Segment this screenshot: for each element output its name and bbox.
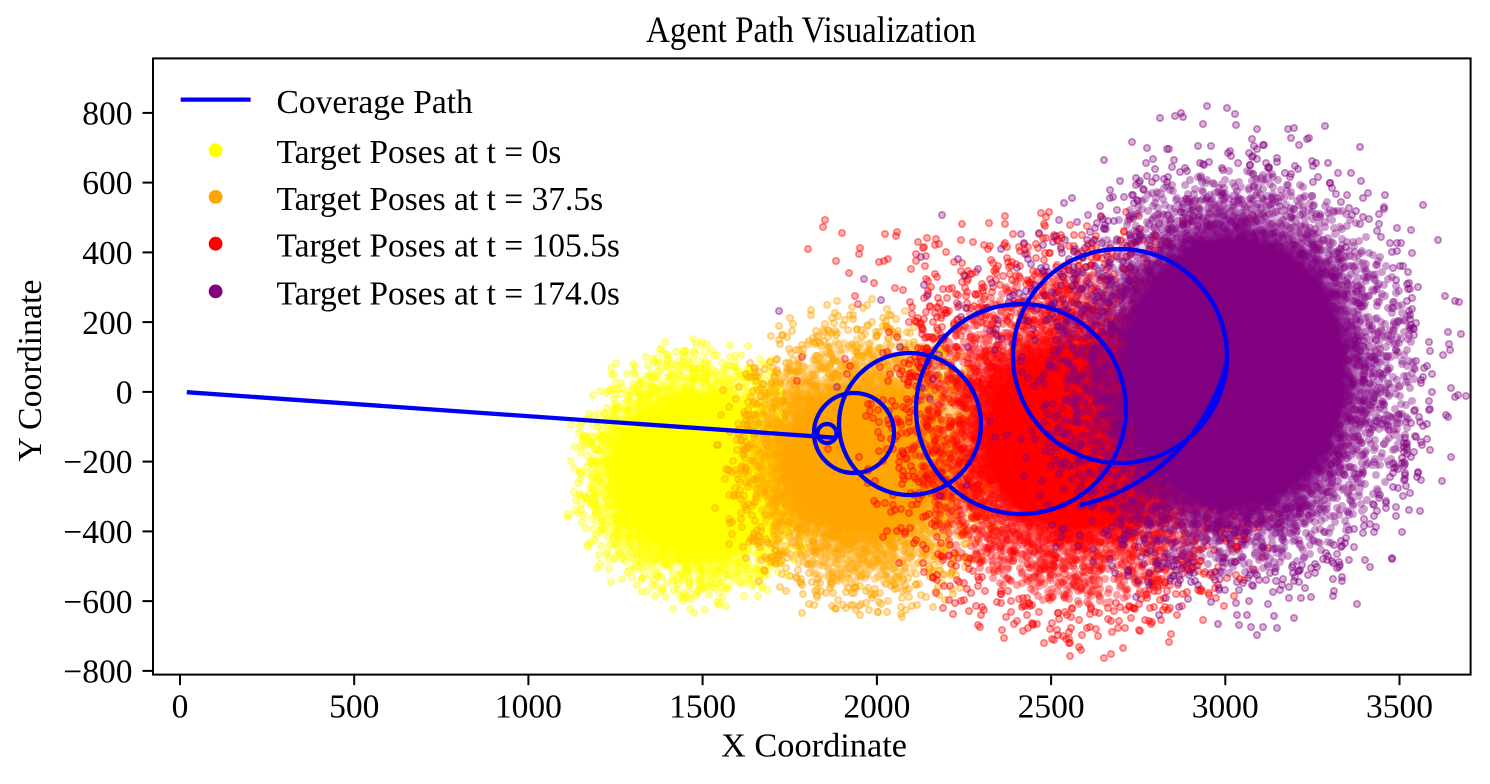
- svg-text:X Coordinate: X Coordinate: [721, 727, 907, 764]
- svg-text:400: 400: [82, 235, 132, 272]
- svg-text:Target Poses at t = 174.0s: Target Poses at t = 174.0s: [277, 275, 620, 312]
- svg-text:−600: −600: [63, 584, 132, 621]
- svg-text:800: 800: [82, 96, 132, 133]
- svg-text:−200: −200: [63, 444, 132, 481]
- svg-text:0: 0: [116, 375, 133, 412]
- svg-text:3500: 3500: [1366, 688, 1433, 725]
- svg-text:1000: 1000: [495, 688, 562, 725]
- svg-text:1500: 1500: [669, 688, 736, 725]
- svg-text:−400: −400: [63, 514, 132, 551]
- svg-text:3000: 3000: [1192, 688, 1259, 725]
- svg-text:Target Poses at t = 105.5s: Target Poses at t = 105.5s: [277, 228, 620, 265]
- svg-text:Target Poses at t = 37.5s: Target Poses at t = 37.5s: [277, 181, 604, 218]
- svg-text:−800: −800: [63, 654, 132, 691]
- svg-text:Agent Path Visualization: Agent Path Visualization: [646, 9, 976, 50]
- svg-text:Target Poses at t = 0s: Target Poses at t = 0s: [277, 134, 562, 171]
- svg-text:200: 200: [82, 305, 132, 342]
- svg-text:500: 500: [329, 688, 379, 725]
- svg-text:0: 0: [172, 688, 189, 725]
- svg-text:2500: 2500: [1018, 688, 1085, 725]
- svg-text:Y Coordinate: Y Coordinate: [12, 280, 49, 462]
- svg-text:2000: 2000: [843, 688, 910, 725]
- svg-text:Coverage Path: Coverage Path: [277, 84, 474, 121]
- svg-text:600: 600: [82, 165, 132, 202]
